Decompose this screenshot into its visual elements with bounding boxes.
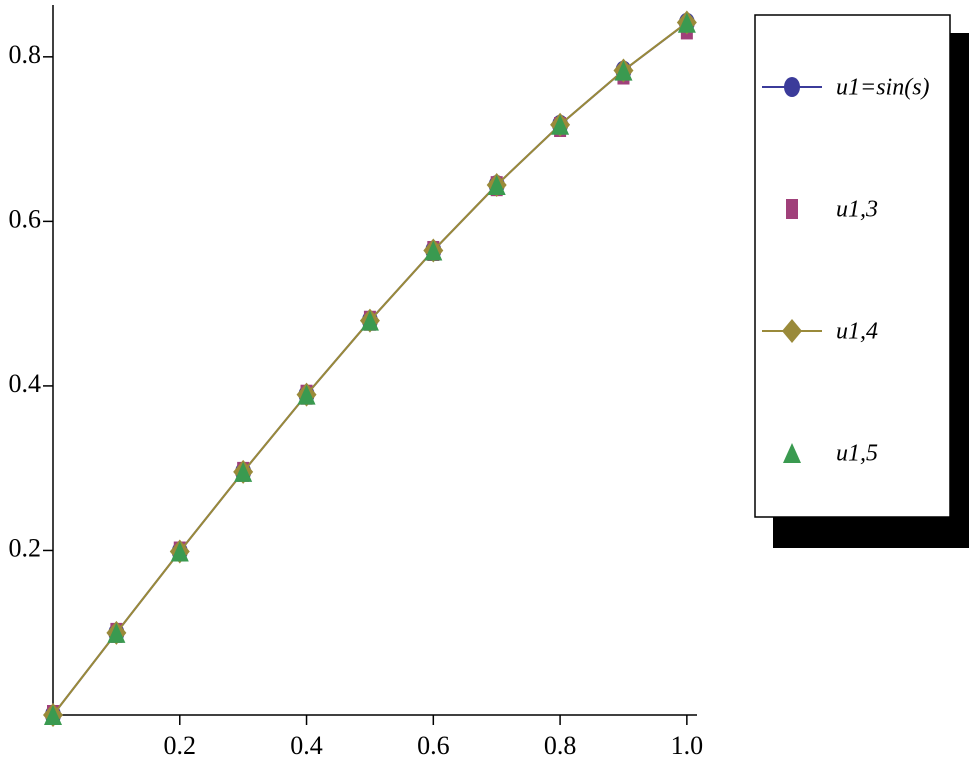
legend-marker: [786, 199, 798, 219]
y-tick-label: 0.2: [9, 533, 42, 562]
x-tick-label: 0.2: [164, 731, 197, 760]
data-point: [677, 12, 696, 33]
legend-label: u1,3: [836, 197, 878, 223]
y-tick-label: 0.4: [9, 369, 42, 398]
data-point: [424, 240, 443, 261]
legend-marker: [783, 443, 801, 463]
data-point: [614, 60, 633, 81]
y-tick-label: 0.8: [9, 40, 42, 69]
series-line: [52, 21, 688, 716]
data-point: [170, 541, 189, 562]
series-line: [52, 21, 688, 716]
y-tick-label: 0.6: [9, 204, 42, 233]
x-tick-label: 0.4: [290, 731, 323, 760]
data-point: [551, 114, 570, 135]
x-tick-label: 0.6: [417, 731, 450, 760]
data-point: [487, 175, 506, 196]
legend-box: [754, 14, 951, 518]
legend-label: u1,5: [836, 441, 878, 467]
legend-label: u1=sin(s): [836, 75, 930, 101]
data-point: [360, 310, 379, 331]
x-tick-label: 1.0: [671, 731, 704, 760]
data-point: [107, 622, 126, 643]
legend-marker: [782, 319, 802, 343]
legend-marker: [784, 77, 800, 97]
legend-label: u1,4: [836, 319, 878, 345]
data-point: [234, 461, 253, 482]
x-tick-label: 0.8: [544, 731, 577, 760]
data-point: [44, 705, 62, 725]
data-point: [297, 384, 316, 405]
